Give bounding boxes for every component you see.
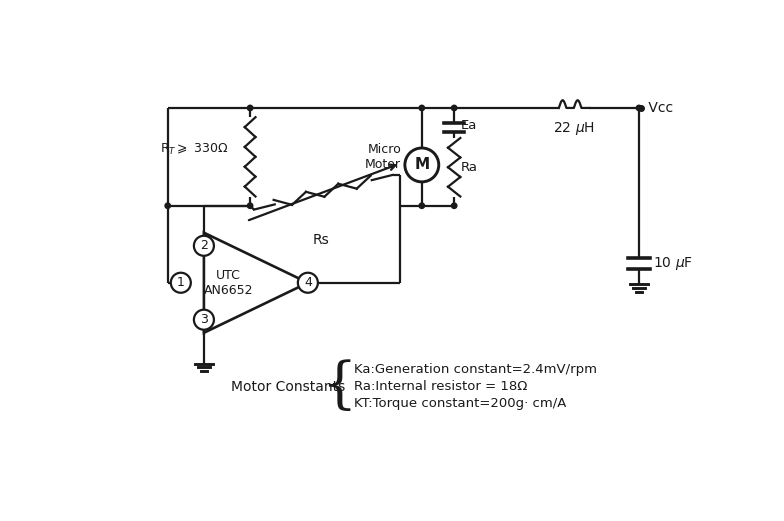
Circle shape xyxy=(248,105,252,110)
Text: 10 $\mu$F: 10 $\mu$F xyxy=(653,255,693,272)
Text: 1: 1 xyxy=(177,276,185,289)
Text: Motor Constants: Motor Constants xyxy=(230,380,345,394)
Text: {: { xyxy=(321,359,357,414)
Circle shape xyxy=(452,105,457,110)
Circle shape xyxy=(637,105,641,110)
Text: 22 $\mu$H: 22 $\mu$H xyxy=(553,120,595,137)
Circle shape xyxy=(452,203,457,208)
Text: Ka:Generation constant=2.4mV/rpm: Ka:Generation constant=2.4mV/rpm xyxy=(354,363,597,376)
Circle shape xyxy=(194,309,214,330)
Circle shape xyxy=(194,236,214,256)
Circle shape xyxy=(248,203,252,208)
Text: Ea: Ea xyxy=(460,119,477,132)
Text: Rs: Rs xyxy=(313,233,330,246)
Circle shape xyxy=(419,105,424,110)
Text: M: M xyxy=(414,157,430,172)
Text: Micro
Motor: Micro Motor xyxy=(365,143,401,171)
Circle shape xyxy=(419,203,424,208)
Text: 3: 3 xyxy=(200,313,208,326)
Text: UTC
AN6652: UTC AN6652 xyxy=(204,269,253,297)
Circle shape xyxy=(165,203,170,208)
Text: R$_{T}$$\geqslant$ 330$\Omega$: R$_{T}$$\geqslant$ 330$\Omega$ xyxy=(160,142,229,157)
Text: Vcc: Vcc xyxy=(644,101,673,115)
Text: Ra: Ra xyxy=(460,161,477,173)
Circle shape xyxy=(171,272,191,293)
Text: 4: 4 xyxy=(304,276,312,289)
Circle shape xyxy=(405,148,439,182)
Text: Ra:Internal resistor = 18Ω: Ra:Internal resistor = 18Ω xyxy=(354,380,528,393)
Circle shape xyxy=(298,272,318,293)
Text: 2: 2 xyxy=(200,239,208,252)
Text: KT:Torque constant=200g· cm/A: KT:Torque constant=200g· cm/A xyxy=(354,397,566,410)
